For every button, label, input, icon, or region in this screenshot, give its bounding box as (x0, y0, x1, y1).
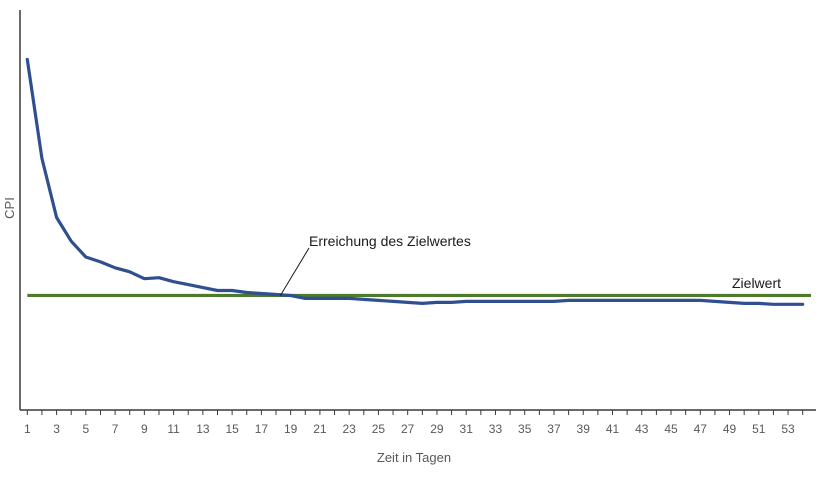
x-tick-label: 15 (225, 422, 239, 436)
x-axis-title: Zeit in Tagen (377, 450, 451, 465)
annotations: Erreichung des Zielwertes Zielwert (279, 233, 781, 296)
x-tick-label: 45 (664, 422, 678, 436)
x-tick-label: 5 (82, 422, 89, 436)
x-tick-label: 49 (723, 422, 737, 436)
x-tick-label: 31 (460, 422, 474, 436)
annotation-leader-line (279, 247, 310, 296)
x-tick-labels: 1 3 5 7 9 11 13 15 17 19 21 23 25 27 29 31 33 35 37 39 41 43 4… (24, 422, 795, 436)
x-tick-label: 1 (24, 422, 31, 436)
cpi-series (25, 57, 805, 306)
x-tick-label: 11 (167, 422, 180, 436)
x-tick-label: 29 (430, 422, 444, 436)
x-tick-label: 43 (635, 422, 649, 436)
annotation-target-label: Zielwert (732, 275, 781, 291)
annotation-reach-target: Erreichung des Zielwertes (309, 233, 471, 249)
x-tick-label: 21 (313, 422, 327, 436)
x-tick-label: 35 (518, 422, 532, 436)
x-tick-label: 9 (141, 422, 148, 436)
x-tick-label: 17 (255, 422, 269, 436)
x-tick-label: 23 (342, 422, 356, 436)
x-tick-label: 3 (53, 422, 60, 436)
x-tick-label: 13 (196, 422, 210, 436)
x-tick-label: 39 (577, 422, 591, 436)
x-tick-label: 27 (401, 422, 415, 436)
x-tick-label: 37 (547, 422, 561, 436)
x-tick-label: 25 (372, 422, 386, 436)
axes (19, 10, 816, 415)
x-tick-label: 41 (606, 422, 620, 436)
x-tick-label: 47 (694, 422, 708, 436)
cpi-line (25, 57, 805, 306)
x-tick-label: 33 (489, 422, 503, 436)
x-tick-label: 51 (752, 422, 766, 436)
x-tick-label: 19 (284, 422, 298, 436)
x-tick-label: 53 (781, 422, 795, 436)
y-axis-title: CPI (2, 197, 17, 219)
x-tick-label: 7 (112, 422, 119, 436)
